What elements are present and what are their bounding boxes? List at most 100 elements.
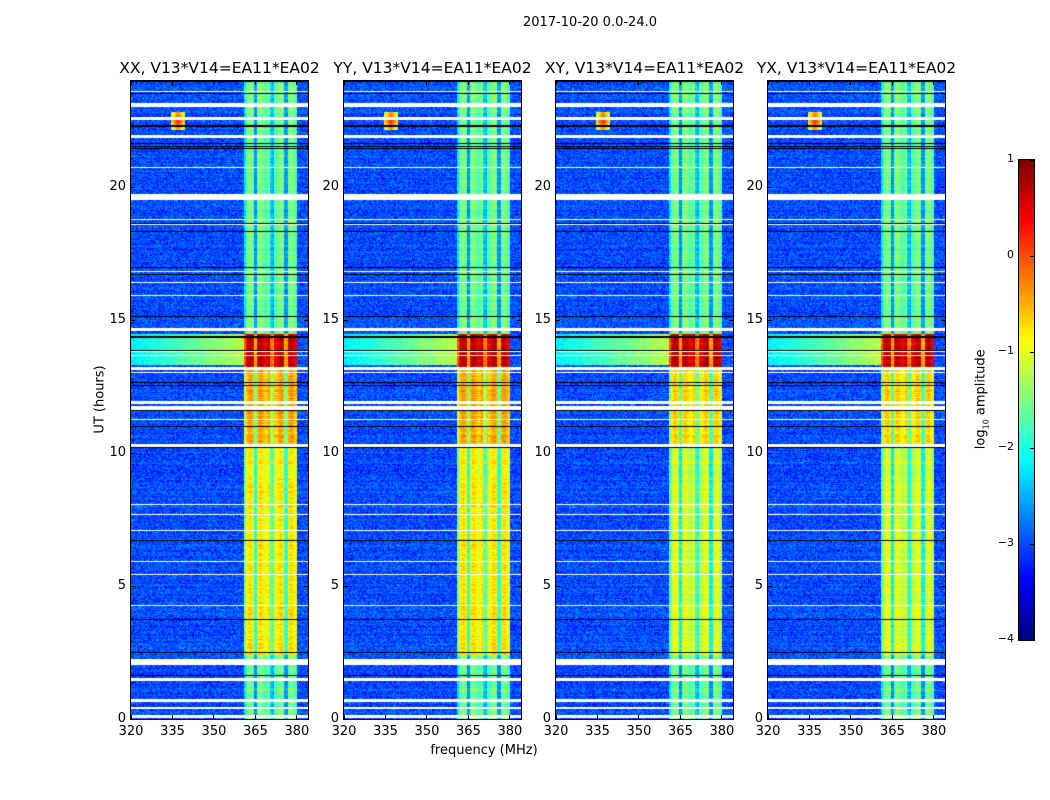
y-tick-mark xyxy=(556,186,560,188)
x-tick-label: 380 xyxy=(709,724,735,739)
x-tick-label: 365 xyxy=(456,724,481,739)
y-tick-mark xyxy=(941,186,945,188)
colorbar-tick-mark xyxy=(1030,543,1034,545)
colorbar-tick-mark xyxy=(1030,639,1034,641)
x-tick-label: 350 xyxy=(838,724,864,739)
colorbar-tick-mark xyxy=(1030,351,1034,353)
x-tick-label: 335 xyxy=(160,724,185,739)
y-tick-mark xyxy=(344,718,348,720)
y-tick-mark xyxy=(729,319,733,321)
x-tick-label: 335 xyxy=(797,724,822,739)
x-tick-mark xyxy=(343,715,345,719)
y-tick-mark xyxy=(768,718,772,720)
colorbar-label-suffix: amplitude xyxy=(973,349,989,420)
x-tick-mark xyxy=(426,715,428,719)
y-tick-mark xyxy=(131,585,135,587)
y-tick-label: 15 xyxy=(109,312,126,328)
x-tick-mark xyxy=(296,715,298,719)
x-tick-mark xyxy=(808,715,810,719)
x-tick-mark xyxy=(596,715,598,719)
x-tick-mark xyxy=(426,81,428,85)
y-tick-mark xyxy=(941,319,945,321)
x-tick-mark xyxy=(130,81,132,85)
y-tick-mark xyxy=(304,186,308,188)
x-tick-mark xyxy=(767,81,769,85)
y-tick-mark xyxy=(304,585,308,587)
y-tick-mark xyxy=(131,319,135,321)
colorbar-tick-label: 1 xyxy=(1007,152,1014,165)
x-tick-mark xyxy=(679,81,681,85)
colorbar-label-prefix: log xyxy=(973,429,989,450)
x-tick-mark xyxy=(467,715,469,719)
y-tick-label: 15 xyxy=(534,312,551,328)
y-tick-mark xyxy=(344,452,348,454)
y-tick-label: 10 xyxy=(322,445,339,461)
y-tick-mark xyxy=(729,585,733,587)
y-tick-label: 20 xyxy=(322,179,339,195)
x-tick-mark xyxy=(296,81,298,85)
y-tick-mark xyxy=(304,718,308,720)
y-tick-mark xyxy=(556,319,560,321)
heatmap-image-xx xyxy=(131,81,308,719)
y-tick-label: 0 xyxy=(330,711,339,726)
y-tick-mark xyxy=(304,319,308,321)
y-tick-mark xyxy=(768,319,772,321)
y-tick-label: 10 xyxy=(534,445,551,461)
panel-title-yy: YY, V13*V14=EA11*EA02 xyxy=(333,59,532,77)
heatmap-image-yy xyxy=(344,81,521,719)
x-tick-mark xyxy=(638,81,640,85)
colorbar-tick-mark xyxy=(1030,159,1034,161)
colorbar-tick-mark xyxy=(1030,447,1034,449)
x-tick-mark xyxy=(213,81,215,85)
x-tick-mark xyxy=(933,81,935,85)
x-tick-mark xyxy=(638,715,640,719)
x-tick-mark xyxy=(509,81,511,85)
y-tick-label: 0 xyxy=(542,711,551,726)
y-tick-label: 20 xyxy=(746,179,763,195)
x-tick-mark xyxy=(254,81,256,85)
y-tick-mark xyxy=(517,319,521,321)
y-tick-label: 20 xyxy=(109,179,126,195)
y-tick-mark xyxy=(556,718,560,720)
y-tick-label: 10 xyxy=(746,445,763,461)
y-tick-mark xyxy=(344,585,348,587)
x-tick-mark xyxy=(850,81,852,85)
y-tick-label: 15 xyxy=(322,312,339,328)
x-tick-mark xyxy=(596,81,598,85)
y-tick-mark xyxy=(304,452,308,454)
y-tick-label: 5 xyxy=(542,578,551,594)
y-tick-mark xyxy=(517,718,521,720)
x-tick-label: 320 xyxy=(543,724,569,739)
x-tick-label: 380 xyxy=(497,724,523,739)
colorbar xyxy=(1018,159,1035,641)
x-tick-label: 365 xyxy=(243,724,268,739)
colorbar-tick-label: 0 xyxy=(1007,248,1014,261)
x-tick-mark xyxy=(891,715,893,719)
x-tick-label: 365 xyxy=(880,724,905,739)
heatmap-panel-xx xyxy=(130,80,309,720)
y-tick-mark xyxy=(556,452,560,454)
y-tick-mark xyxy=(941,452,945,454)
y-tick-label: 20 xyxy=(534,179,551,195)
x-tick-mark xyxy=(254,715,256,719)
x-tick-mark xyxy=(130,715,132,719)
y-tick-mark xyxy=(131,186,135,188)
x-tick-mark xyxy=(171,715,173,719)
y-tick-label: 10 xyxy=(109,445,126,461)
panel-title-xx: XX, V13*V14=EA11*EA02 xyxy=(119,59,320,77)
x-tick-label: 320 xyxy=(118,724,144,739)
y-tick-mark xyxy=(768,452,772,454)
x-tick-mark xyxy=(850,715,852,719)
x-tick-mark xyxy=(555,715,557,719)
x-tick-mark xyxy=(933,715,935,719)
x-tick-label: 365 xyxy=(668,724,693,739)
y-tick-mark xyxy=(941,718,945,720)
x-tick-mark xyxy=(891,81,893,85)
colorbar-label: log10 amplitude xyxy=(974,319,991,479)
heatmap-panel-yx xyxy=(767,80,946,720)
x-tick-mark xyxy=(213,715,215,719)
y-tick-mark xyxy=(344,319,348,321)
colorbar-tick-mark xyxy=(1030,255,1034,257)
x-tick-label: 380 xyxy=(284,724,310,739)
x-tick-mark xyxy=(384,715,386,719)
